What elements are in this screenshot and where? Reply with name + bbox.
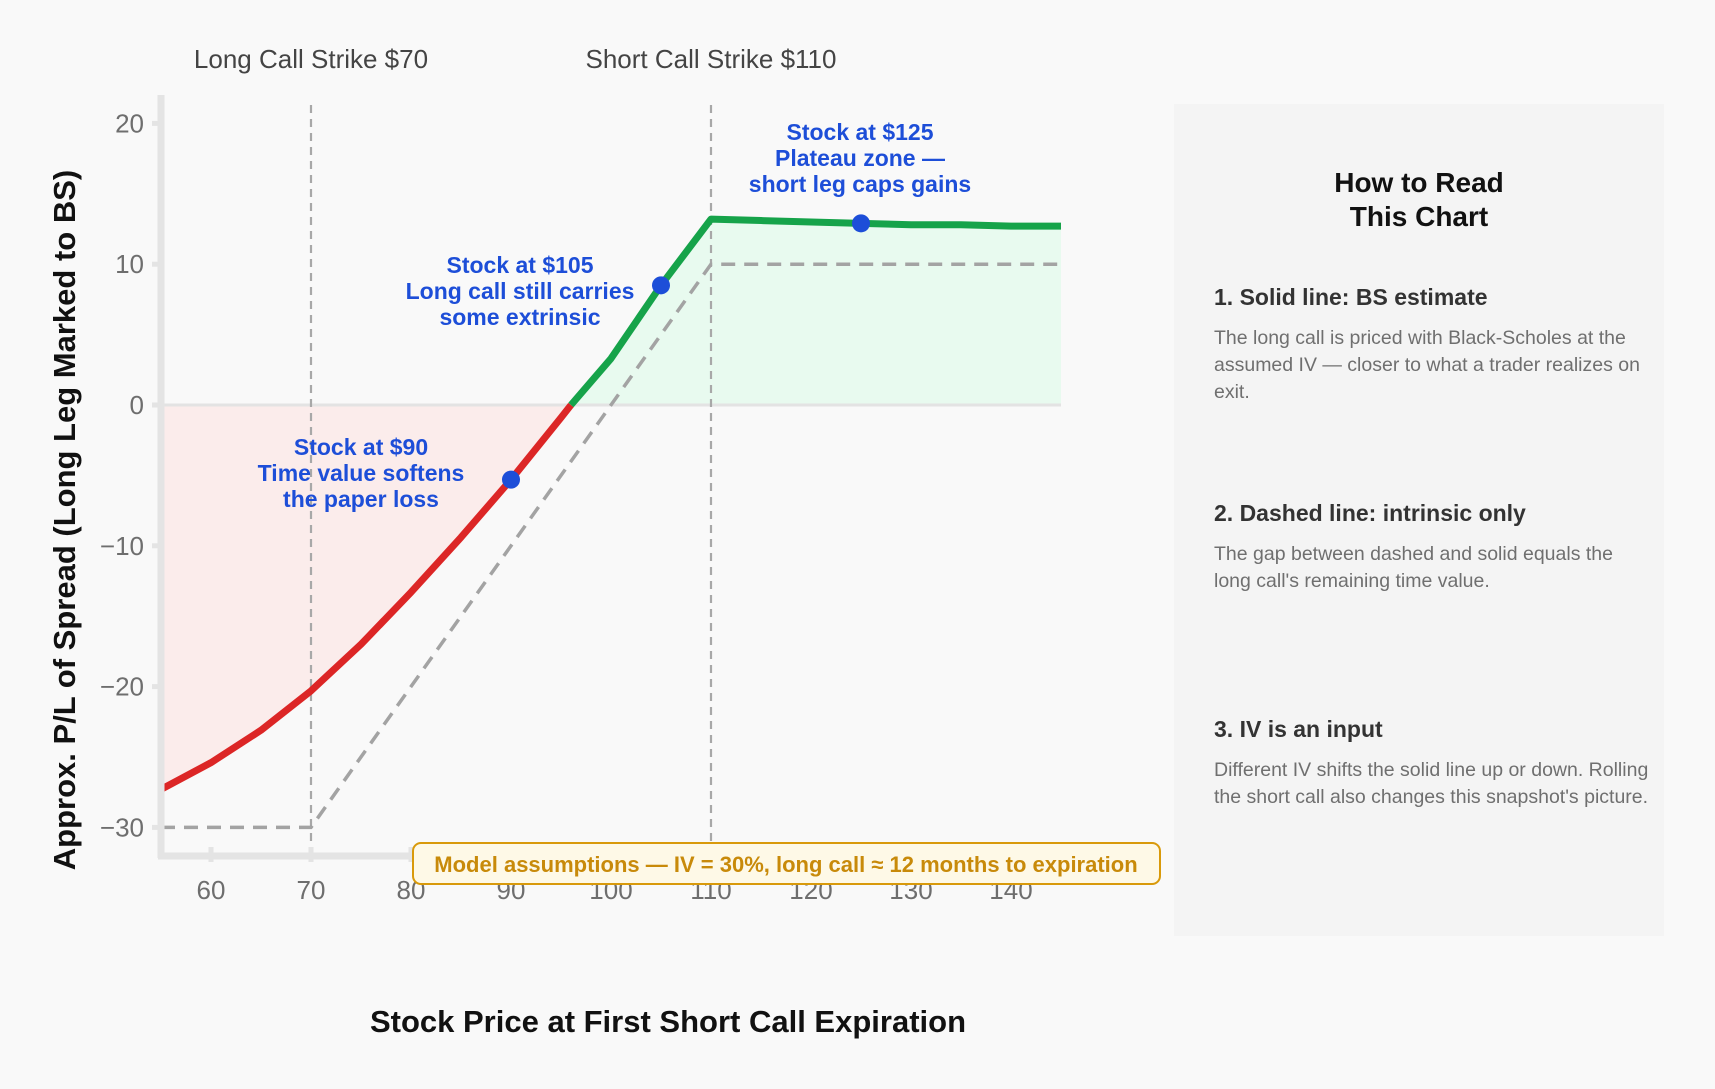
intrinsic-dashed-line [161,262,1061,830]
x-tick-label: 70 [297,875,326,905]
point-annotation: short leg caps gains [749,171,971,197]
panel-item-heading: 3. IV is an input [1214,716,1383,742]
highlight-marker [852,214,870,233]
y-tick-label: 20 [115,108,144,138]
model-assumptions-text: Model assumptions — IV = 30%, long call … [434,852,1137,877]
bs-estimate-line-gain [568,215,1061,408]
point-annotation: Long call still carries [406,278,635,304]
short-strike-label: Short Call Strike $110 [586,44,837,74]
point-annotation: Stock at $90 [294,434,428,460]
highlight-marker [652,276,670,295]
panel-item-dashed-line: 2. Dashed line: intrinsic only The gap b… [1214,500,1654,595]
panel-item-body: The gap between dashed and solid equals … [1214,543,1613,592]
point-annotation: the paper loss [283,486,439,512]
chart: Long Call Strike $70 Short Call Strike $… [47,44,1161,1039]
x-axis-title: Stock Price at First Short Call Expirati… [370,1004,966,1039]
bs-estimate-line-loss [161,402,574,793]
y-tick-label: −20 [100,672,144,702]
highlight-marker [502,470,520,489]
panel-item-heading: 1. Solid line: BS estimate [1214,284,1488,310]
y-tick-label: 0 [130,390,144,420]
how-to-read-panel: How to Read This Chart 1. Solid line: BS… [1174,104,1664,936]
point-annotation: Time value softens [258,460,465,486]
point-annotation: Stock at $105 [446,252,593,278]
panel-item-solid-line: 1. Solid line: BS estimate The long call… [1214,284,1654,406]
y-axis-ticks: 20 10 0 −10 −20 −30 [100,108,161,842]
point-annotation: some extrinsic [439,304,600,330]
y-axis-title: Approx. P/L of Spread (Long Leg Marked t… [47,170,82,870]
point-annotation: Plateau zone — [775,145,945,171]
y-tick-label: 10 [115,249,144,279]
panel-title: How to Read This Chart [1334,167,1504,232]
panel-item-body: Different IV shifts the solid line up or… [1214,759,1649,808]
loss-region-fill [161,405,571,790]
panel-item-body: The long call is priced with Black-Schol… [1214,327,1640,403]
y-tick-label: −30 [100,812,144,842]
panel-item-iv-input: 3. IV is an input Different IV shifts th… [1214,716,1654,811]
x-axis-ticks: 60 70 80 90 100 110 120 130 140 [197,847,1033,905]
y-tick-label: −10 [100,531,144,561]
model-assumptions-box: Model assumptions — IV = 30%, long call … [412,842,1161,885]
x-tick-label: 60 [197,875,226,905]
long-strike-label: Long Call Strike $70 [194,44,428,74]
panel-item-heading: 2. Dashed line: intrinsic only [1214,500,1526,526]
point-annotation: Stock at $125 [786,119,933,145]
